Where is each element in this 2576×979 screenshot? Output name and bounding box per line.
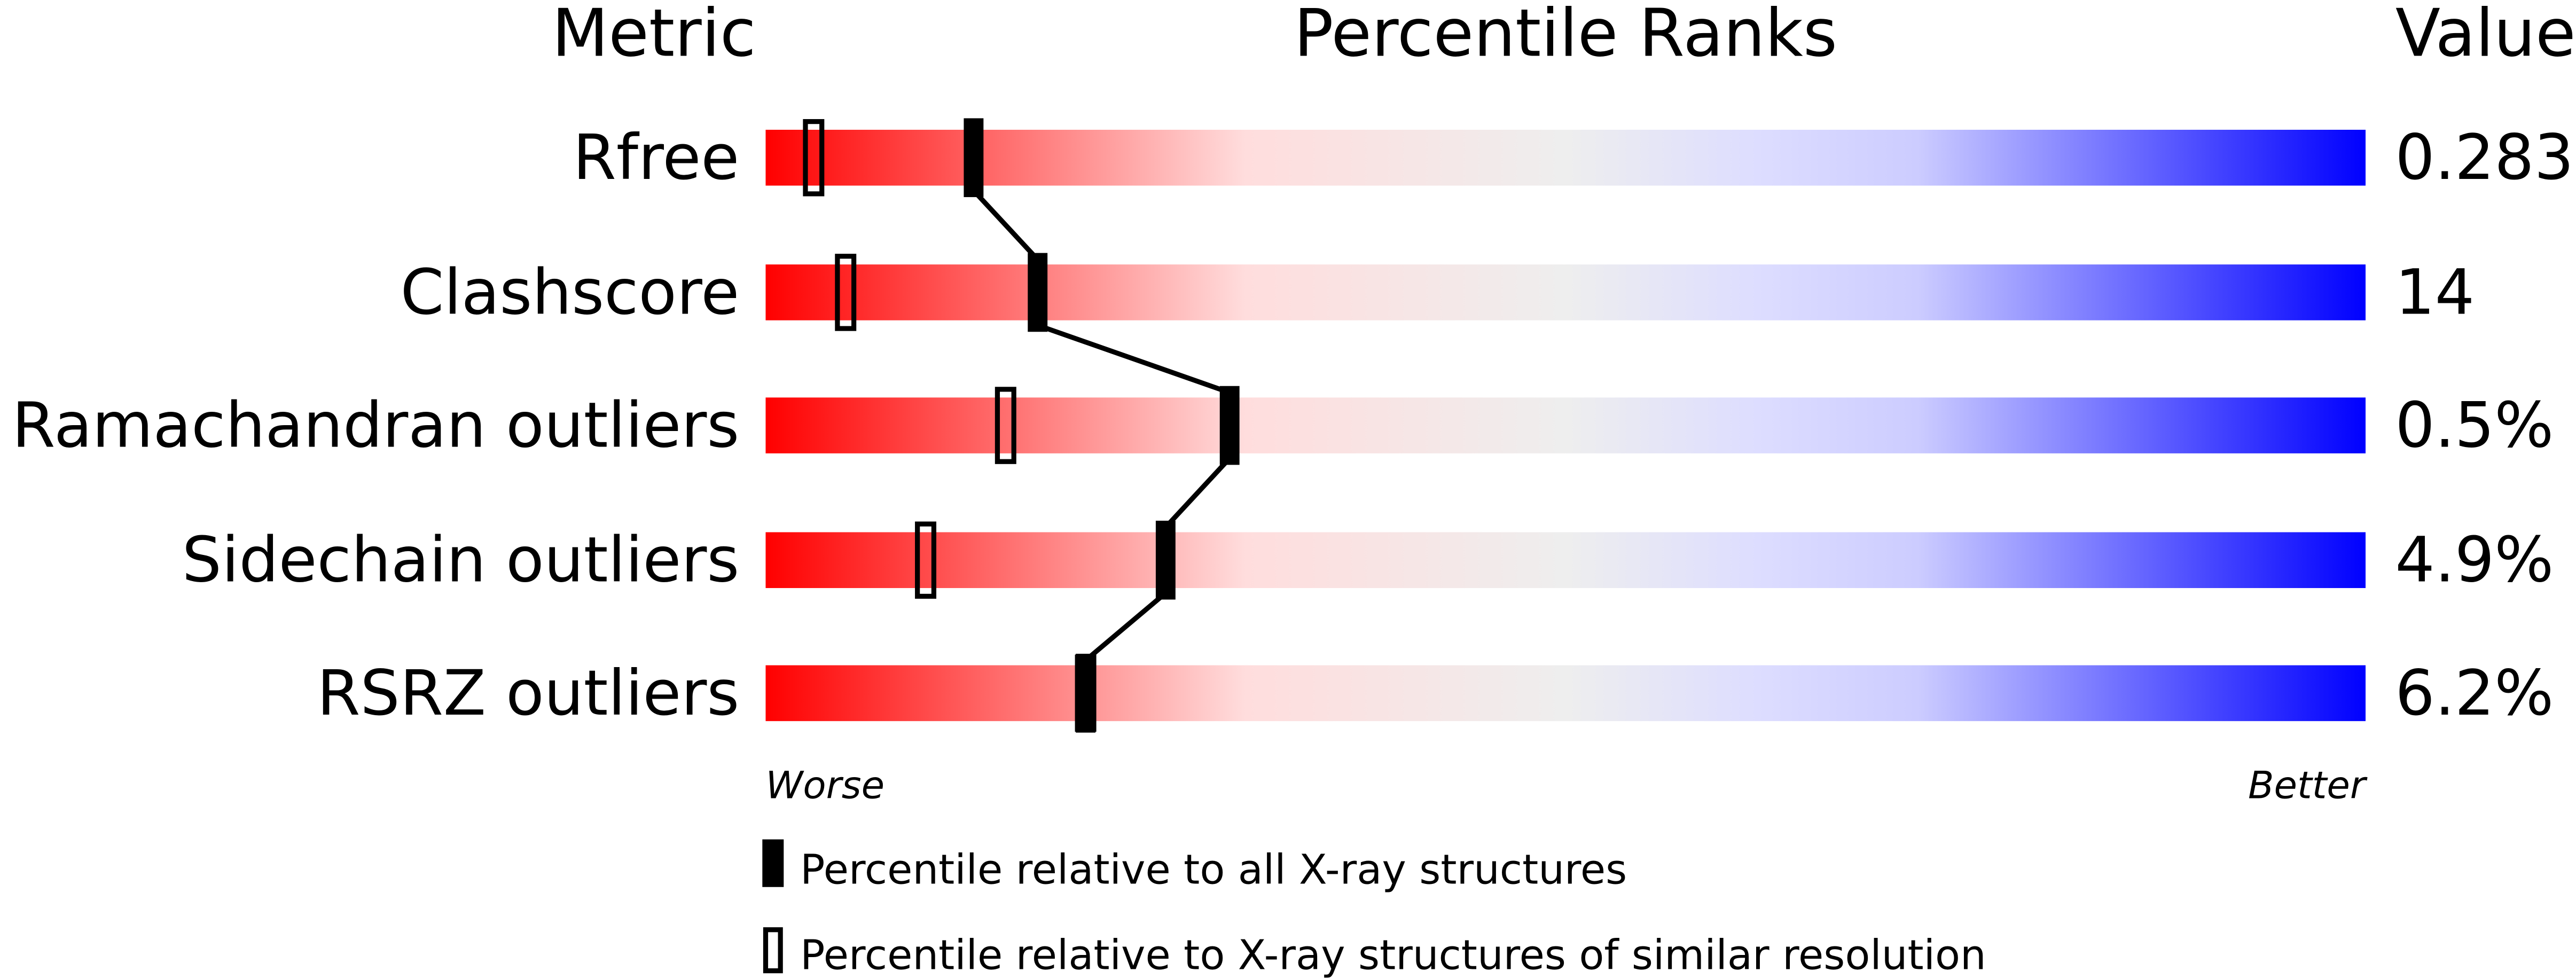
metric-value: 0.283 xyxy=(2395,121,2574,194)
metric-label: Clashscore xyxy=(401,256,740,328)
all-structures-marker xyxy=(1076,654,1096,733)
percentile-bar xyxy=(765,665,2366,722)
metric-value: 6.2% xyxy=(2395,657,2554,730)
all-structures-marker xyxy=(1028,253,1048,332)
similar-resolution-marker xyxy=(995,387,1016,464)
percentile-connector-line xyxy=(1084,591,1168,662)
all-structures-marker xyxy=(1219,386,1240,465)
all-structures-marker xyxy=(964,118,984,198)
metric-label: Sidechain outliers xyxy=(182,524,739,597)
percentile-bar xyxy=(765,264,2366,320)
similar-resolution-marker xyxy=(835,254,857,331)
legend-similar-label: Percentile relative to X-ray structures … xyxy=(800,932,1986,979)
percentile-bar xyxy=(765,532,2366,589)
percentile-bar xyxy=(765,397,2366,453)
metric-label: Ramachandran outliers xyxy=(12,389,739,462)
header-value: Value xyxy=(2395,0,2576,72)
metric-label: RSRZ outliers xyxy=(317,657,739,730)
legend-all-label: Percentile relative to all X-ray structu… xyxy=(800,847,1627,894)
percentile-connector-line xyxy=(972,189,1040,262)
legend-open-marker-icon xyxy=(763,927,783,974)
similar-resolution-marker xyxy=(915,521,937,599)
similar-resolution-marker xyxy=(803,119,825,197)
legend-filled-marker-icon xyxy=(762,839,784,887)
header-metric: Metric xyxy=(552,0,756,72)
metric-value: 4.9% xyxy=(2395,524,2554,597)
axis-worse-label: Worse xyxy=(765,763,884,808)
percentile-connector-line xyxy=(1163,456,1232,529)
axis-better-label: Better xyxy=(2248,763,2368,808)
percentile-bar xyxy=(765,129,2366,186)
metric-value: 0.5% xyxy=(2395,389,2554,462)
header-percentile-ranks: Percentile Ranks xyxy=(1294,0,1837,72)
percentile-connector-line xyxy=(1037,323,1231,395)
metric-label: Rfree xyxy=(573,121,740,194)
metric-value: 14 xyxy=(2395,256,2475,328)
all-structures-marker xyxy=(1155,520,1176,600)
